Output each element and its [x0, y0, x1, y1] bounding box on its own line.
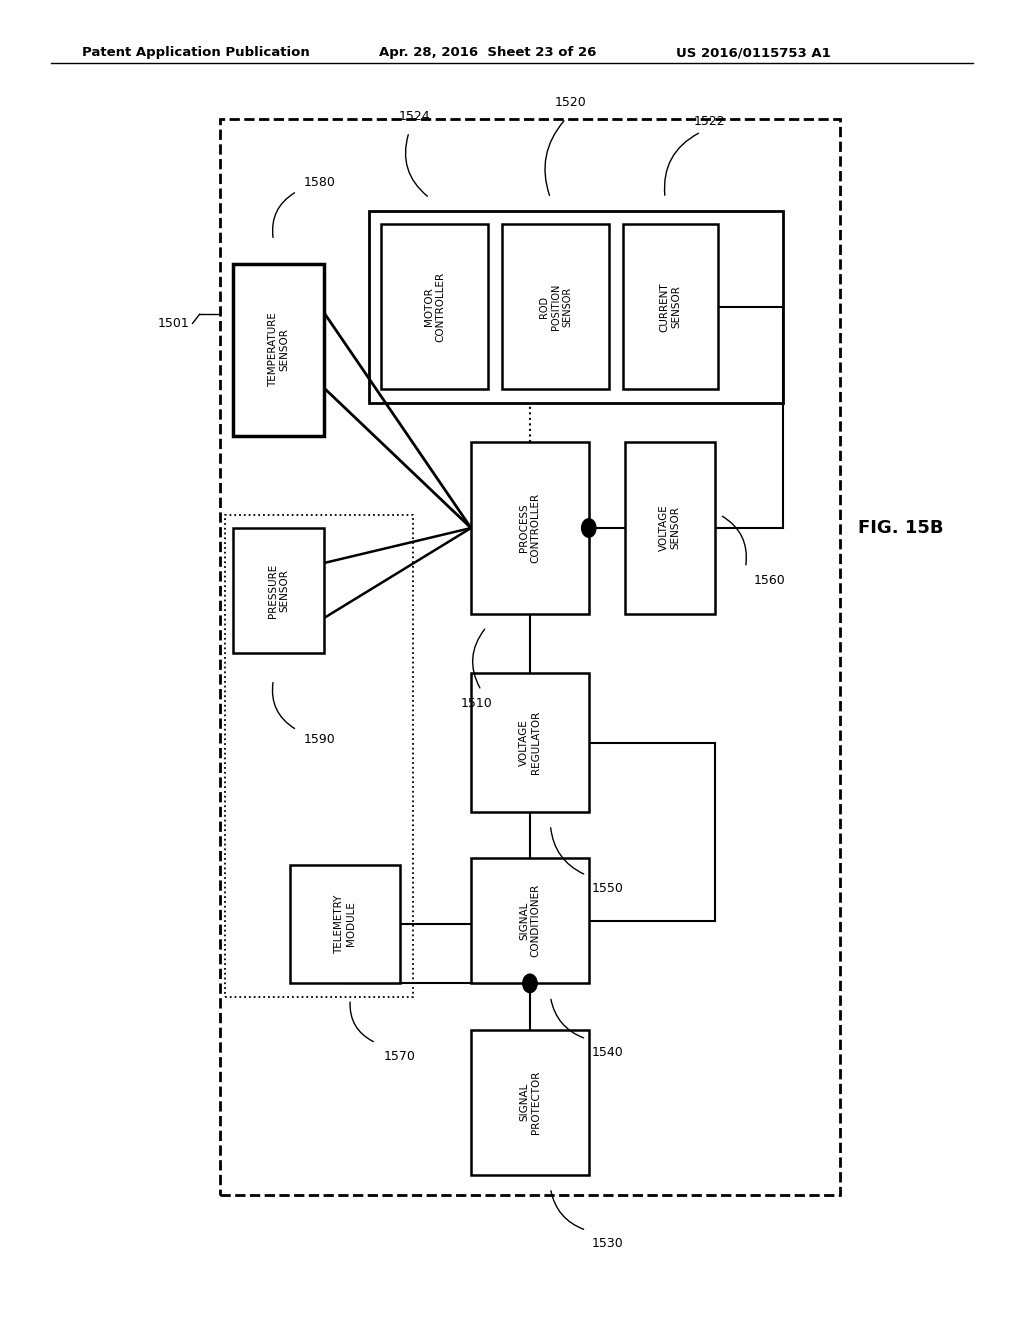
Text: CURRENT
SENSOR: CURRENT SENSOR — [659, 282, 681, 331]
Bar — [623, 224, 718, 389]
Text: 1520: 1520 — [555, 96, 587, 110]
Text: VOLTAGE
REGULATOR: VOLTAGE REGULATOR — [519, 711, 541, 774]
Circle shape — [523, 974, 538, 993]
Bar — [471, 442, 589, 614]
Text: 1530: 1530 — [592, 1237, 624, 1250]
Text: 1510: 1510 — [460, 697, 493, 710]
Bar — [233, 528, 324, 653]
Text: ROD
POSITION
SENSOR: ROD POSITION SENSOR — [539, 284, 572, 330]
Text: FIG. 15B: FIG. 15B — [858, 519, 944, 537]
Text: 1501: 1501 — [158, 317, 189, 330]
Text: Patent Application Publication: Patent Application Publication — [82, 46, 309, 59]
Text: 1590: 1590 — [304, 733, 336, 746]
Text: 1570: 1570 — [384, 1049, 416, 1063]
Text: VOLTAGE
SENSOR: VOLTAGE SENSOR — [658, 504, 681, 552]
Bar — [290, 865, 400, 983]
Text: TELEMETRY
MODULE: TELEMETRY MODULE — [334, 895, 356, 953]
Text: 1550: 1550 — [592, 882, 624, 895]
Bar — [471, 858, 589, 983]
Bar — [471, 673, 589, 812]
Text: 1522: 1522 — [693, 115, 725, 128]
Text: 1540: 1540 — [592, 1045, 624, 1059]
Text: 1560: 1560 — [754, 574, 785, 587]
Text: PRESSURE
SENSOR: PRESSURE SENSOR — [267, 564, 290, 618]
Bar — [625, 442, 715, 614]
Bar — [220, 119, 840, 1195]
Text: US 2016/0115753 A1: US 2016/0115753 A1 — [676, 46, 830, 59]
Bar — [225, 515, 413, 997]
Bar — [471, 1030, 589, 1175]
Text: SIGNAL
CONDITIONER: SIGNAL CONDITIONER — [519, 884, 541, 957]
Text: 1524: 1524 — [398, 110, 430, 123]
Bar — [381, 224, 488, 389]
Circle shape — [582, 519, 596, 537]
Text: Apr. 28, 2016  Sheet 23 of 26: Apr. 28, 2016 Sheet 23 of 26 — [379, 46, 596, 59]
Text: PROCESS
CONTROLLER: PROCESS CONTROLLER — [519, 492, 541, 564]
Text: SIGNAL
PROTECTOR: SIGNAL PROTECTOR — [519, 1071, 541, 1134]
Bar — [233, 264, 324, 436]
Bar — [502, 224, 609, 389]
Text: MOTOR
CONTROLLER: MOTOR CONTROLLER — [424, 272, 445, 342]
Text: 1580: 1580 — [304, 176, 336, 189]
Bar — [369, 211, 783, 403]
Text: TEMPERATURE
SENSOR: TEMPERATURE SENSOR — [267, 313, 290, 387]
